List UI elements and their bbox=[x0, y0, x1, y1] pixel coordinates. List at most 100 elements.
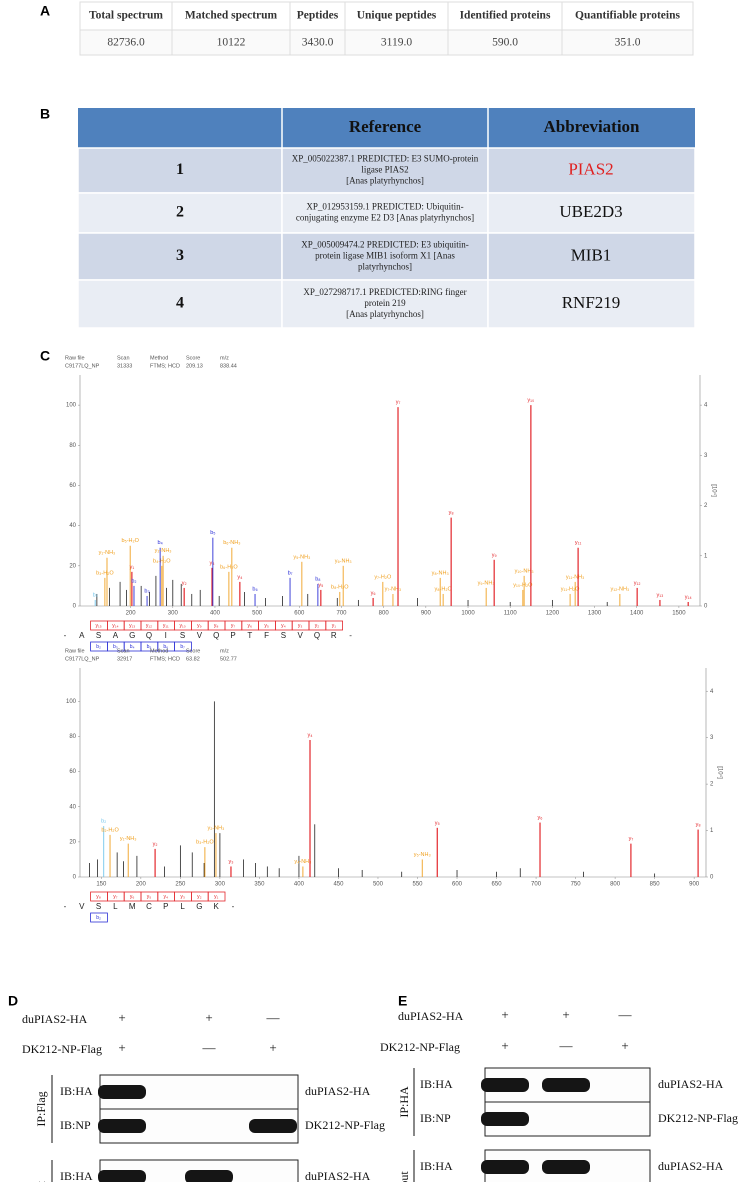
b-ion-label: b₅ bbox=[147, 644, 152, 650]
y-ion-label: y₆ bbox=[248, 623, 253, 629]
x-tick-label: 900 bbox=[421, 611, 432, 617]
peak-label: y₁-NH₃ bbox=[120, 836, 137, 842]
residue: K bbox=[214, 902, 220, 911]
x-tick-label: 200 bbox=[136, 882, 147, 888]
x-tick-label: 300 bbox=[168, 611, 179, 617]
x-tick-label: 650 bbox=[492, 882, 503, 888]
condition-sign: + bbox=[118, 1040, 125, 1055]
y-tick-label: 20 bbox=[69, 839, 76, 845]
x-tick-label: 1300 bbox=[588, 611, 602, 617]
peak-label: y₇-NH₃ bbox=[385, 586, 402, 592]
y2-axis-label: [10⁴] bbox=[716, 766, 723, 779]
x-tick-label: 1400 bbox=[630, 611, 644, 617]
band bbox=[542, 1078, 590, 1092]
table-b-cell bbox=[281, 232, 489, 281]
x-tick-label: 600 bbox=[294, 611, 305, 617]
x-tick-label: 850 bbox=[650, 882, 661, 888]
residue: Q bbox=[146, 631, 152, 640]
peak-label: y₁-NH₃ bbox=[99, 550, 116, 556]
peak-label: y₁ bbox=[130, 564, 135, 570]
condition-sign: + bbox=[562, 1007, 569, 1022]
residue: - bbox=[349, 631, 352, 640]
band bbox=[481, 1078, 529, 1092]
table-a-cell: 10122 bbox=[217, 37, 246, 49]
group-label: IP:Flag bbox=[34, 1091, 48, 1126]
table-b-reference: ligase PIAS2 bbox=[361, 165, 408, 175]
table-b-number: 4 bbox=[176, 295, 184, 312]
y2-tick-label: 0 bbox=[710, 875, 714, 881]
table-b-number: 2 bbox=[176, 204, 184, 221]
residue: M bbox=[129, 902, 136, 911]
residue: V bbox=[197, 631, 203, 640]
residue: A bbox=[113, 631, 119, 640]
residue: R bbox=[331, 631, 337, 640]
table-b-reference: XP_027298717.1 PREDICTED:RING finger bbox=[303, 287, 466, 297]
y-ion-label: y₁₄ bbox=[112, 623, 118, 629]
peak-label: b₅-H₂O bbox=[121, 538, 139, 544]
band bbox=[481, 1112, 529, 1126]
peak-label: y₅ bbox=[435, 820, 440, 826]
residue: Q bbox=[314, 631, 320, 640]
y-ion-label: y₆ bbox=[130, 894, 135, 900]
residue: Q bbox=[213, 631, 219, 640]
y-ion-box bbox=[207, 891, 226, 902]
x-tick-label: 450 bbox=[333, 882, 344, 888]
peak-label: b₅ bbox=[210, 530, 215, 536]
ib-label: IB:HA bbox=[60, 1084, 93, 1098]
peak-label: b₂ bbox=[93, 592, 98, 598]
b-ion-label: b₇ bbox=[180, 644, 185, 650]
y-ion-label: y₁₃ bbox=[129, 623, 135, 629]
peak-label: y₅-NH₃ bbox=[414, 852, 431, 858]
x-tick-label: 700 bbox=[336, 611, 347, 617]
y-tick-label: 100 bbox=[66, 403, 77, 409]
condition-sign: + bbox=[501, 1038, 508, 1053]
peak-label: y₅ bbox=[318, 582, 323, 588]
spectrum-header-value: 32917 bbox=[117, 656, 132, 662]
spectrum-header-value: 209.13 bbox=[186, 363, 203, 369]
band bbox=[98, 1085, 146, 1099]
spectrum-header-label: Raw file bbox=[65, 648, 85, 654]
x-tick-label: 300 bbox=[215, 882, 226, 888]
peak-label: y₆ bbox=[538, 815, 543, 821]
b-ion-box bbox=[90, 912, 108, 923]
b-ion-box bbox=[174, 641, 192, 652]
panel-label: B bbox=[40, 106, 50, 122]
table-a-cell: 590.0 bbox=[492, 37, 518, 49]
residue: G bbox=[196, 902, 202, 911]
peak-label: y₉-NH₃ bbox=[478, 580, 495, 586]
residue: A bbox=[79, 631, 85, 640]
x-tick-label: 700 bbox=[531, 882, 542, 888]
condition-label: duPIAS2-HA bbox=[22, 1012, 88, 1026]
y2-tick-label: 4 bbox=[710, 689, 714, 695]
y-ion-label: y₉ bbox=[197, 623, 202, 629]
peak-label: b₆-H₂O bbox=[220, 564, 238, 570]
table-b-reference: XP_005022387.1 PREDICTED: E3 SUMO-protei… bbox=[292, 154, 479, 164]
table-b-cell bbox=[281, 192, 489, 234]
y2-tick-label: 1 bbox=[710, 828, 714, 834]
condition-sign: + bbox=[501, 1007, 508, 1022]
y-ion-label: y₁₀ bbox=[179, 623, 185, 629]
panel-label: A bbox=[40, 3, 50, 19]
band bbox=[98, 1170, 146, 1182]
residue: I bbox=[165, 631, 167, 640]
ib-label: IB:HA bbox=[420, 1077, 453, 1091]
spectrum-header-value: 502.77 bbox=[220, 656, 237, 662]
x-tick-label: 250 bbox=[175, 882, 186, 888]
condition-label: DK212-NP-Flag bbox=[380, 1040, 460, 1054]
peak-label: y₈-H₂O bbox=[435, 586, 453, 592]
y-ion-label: y₄ bbox=[281, 623, 286, 629]
y-tick-label: 0 bbox=[73, 604, 77, 610]
peak-label: b₃-H₂O bbox=[96, 570, 114, 576]
peak-label: y₁₁-H₂O bbox=[561, 586, 580, 592]
spectrum-header-value: 63.82 bbox=[186, 656, 200, 662]
x-tick-label: 400 bbox=[210, 611, 221, 617]
table-b-abbreviation: MIB1 bbox=[571, 245, 612, 264]
peak-label: y₇ bbox=[629, 836, 634, 842]
x-tick-label: 800 bbox=[610, 882, 621, 888]
protein-label: duPIAS2-HA bbox=[305, 1084, 371, 1098]
y-tick-label: 40 bbox=[69, 523, 76, 529]
group-label: IP:HA bbox=[397, 1086, 411, 1118]
y2-tick-label: 2 bbox=[710, 782, 714, 788]
spectrum-header-label: Score bbox=[186, 355, 200, 361]
